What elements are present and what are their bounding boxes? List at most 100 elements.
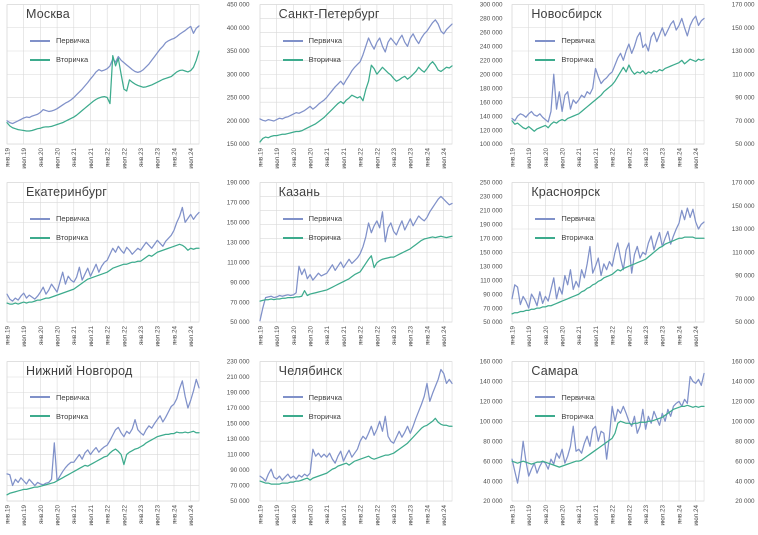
svg-text:июл.24: июл.24 [441, 504, 448, 525]
svg-text:июл.20: июл.20 [560, 148, 567, 169]
svg-text:150 000: 150 000 [732, 25, 755, 32]
legend-item-secondary: Вторичка [30, 412, 89, 421]
svg-text:90 000: 90 000 [230, 280, 250, 287]
legend-label: Вторичка [561, 411, 594, 421]
svg-text:июл.23: июл.23 [660, 504, 667, 525]
svg-text:июл.22: июл.22 [627, 326, 634, 347]
svg-text:июл.23: июл.23 [155, 504, 162, 525]
chart-canvas: 50 000 70 000 90 000 110 000 130 000 150 000 1… [4, 358, 250, 525]
svg-text:300 000: 300 000 [227, 71, 250, 78]
svg-text:220 000: 220 000 [479, 58, 502, 65]
svg-text:140 000: 140 000 [732, 378, 755, 385]
chart-canvas: 50 000 70 000 90 000 110 000 130 000 150 000 1… [4, 180, 250, 347]
legend-item-secondary: Вторичка [30, 233, 89, 242]
svg-text:янв.24: янв.24 [424, 326, 431, 345]
svg-text:янв.24: янв.24 [171, 148, 178, 167]
chart-title: Новосбирск [531, 7, 602, 21]
svg-text:140 000: 140 000 [479, 378, 502, 385]
svg-text:янв.24: янв.24 [677, 148, 684, 167]
chart-canvas: 150 000 200 000 250 000 300 000 350 000 400 0… [4, 2, 250, 169]
chart-title: Красноярск [531, 185, 601, 200]
svg-text:230 000: 230 000 [479, 194, 502, 201]
chart-canvas: 20 000 40 000 60 000 80 000 100 000 120 000 14… [510, 358, 756, 525]
svg-text:июл.19: июл.19 [21, 504, 28, 525]
svg-text:июл.22: июл.22 [121, 326, 128, 347]
svg-text:янв.23: янв.23 [391, 504, 398, 523]
chart-legend: Первичка Вторичка [535, 392, 595, 431]
svg-text:янв.23: янв.23 [138, 148, 145, 167]
chart-canvas: 50 000 70 000 90 000 110 000 130 000 150 000 1… [510, 180, 756, 347]
svg-text:июл.20: июл.20 [560, 504, 567, 525]
svg-text:июл.20: июл.20 [55, 148, 62, 169]
svg-text:июл.23: июл.23 [155, 326, 162, 347]
svg-text:110 000: 110 000 [227, 451, 250, 458]
legend-label: Вторичка [561, 233, 594, 243]
svg-text:янв.21: янв.21 [71, 504, 78, 523]
svg-text:июл.24: июл.24 [693, 148, 700, 169]
svg-text:янв.24: янв.24 [677, 326, 684, 345]
svg-text:июл.24: июл.24 [188, 326, 195, 347]
svg-text:150 000: 150 000 [227, 141, 250, 148]
svg-text:60 000: 60 000 [483, 458, 503, 465]
svg-text:280 000: 280 000 [479, 16, 502, 23]
svg-text:янв.20: янв.20 [290, 504, 297, 523]
svg-text:июл.22: июл.22 [374, 148, 381, 169]
legend-label: Вторичка [56, 411, 89, 421]
secondary-line-swatch [30, 236, 50, 239]
chart-yekaterinburg: 50 000 70 000 90 000 110 000 130 000 150 000 1… [0, 178, 253, 356]
legend-item-primary: Первичка [282, 393, 342, 402]
svg-text:70 000: 70 000 [483, 306, 503, 313]
svg-text:июл.23: июл.23 [660, 148, 667, 169]
svg-text:июл.20: июл.20 [307, 148, 314, 169]
svg-text:190 000: 190 000 [479, 222, 502, 229]
svg-text:янв.23: янв.23 [643, 504, 650, 523]
secondary-line-swatch [30, 58, 50, 61]
svg-text:июл.24: июл.24 [441, 326, 448, 347]
svg-text:янв.23: янв.23 [391, 326, 398, 345]
legend-label: Первичка [561, 214, 595, 224]
svg-text:июл.21: июл.21 [593, 326, 600, 347]
svg-text:июл.19: июл.19 [526, 326, 533, 347]
legend-item-secondary: Вторичка [282, 233, 342, 242]
svg-text:210 000: 210 000 [227, 374, 250, 381]
chart-krasnoyarsk: 50 000 70 000 90 000 110 000 130 000 150 000 1… [505, 178, 758, 356]
svg-text:70 000: 70 000 [736, 118, 756, 125]
svg-text:янв.22: янв.22 [105, 504, 112, 523]
svg-text:150 000: 150 000 [227, 420, 250, 427]
svg-text:40 000: 40 000 [483, 478, 503, 485]
legend-item-primary: Первичка [535, 392, 595, 402]
svg-text:90 000: 90 000 [230, 467, 250, 474]
svg-text:июл.21: июл.21 [88, 504, 95, 525]
svg-text:июл.21: июл.21 [88, 326, 95, 347]
svg-text:июл.20: июл.20 [307, 326, 314, 347]
svg-text:янв.20: янв.20 [543, 504, 550, 523]
svg-text:260 000: 260 000 [479, 30, 502, 37]
secondary-line-swatch [282, 236, 303, 239]
legend-item-secondary: Вторичка [282, 411, 342, 421]
svg-text:200 000: 200 000 [227, 118, 250, 125]
legend-label: Первичка [561, 392, 595, 402]
legend-item-primary: Первичка [535, 214, 595, 224]
chart-legend: Первичка Вторичка [282, 36, 342, 74]
svg-text:янв.19: янв.19 [257, 148, 264, 167]
legend-label: Вторичка [561, 55, 594, 64]
legend-item-secondary: Вторичка [535, 55, 594, 64]
chart-kazan: 50 000 70 000 90 000 110 000 130 000 150 000 1… [253, 178, 506, 356]
legend-label: Вторичка [56, 55, 89, 64]
secondary-line-swatch [282, 58, 303, 61]
svg-text:июл.23: июл.23 [660, 326, 667, 347]
svg-text:июл.24: июл.24 [693, 504, 700, 525]
legend-item-secondary: Вторичка [535, 233, 594, 242]
svg-text:июл.20: июл.20 [55, 504, 62, 525]
svg-text:300 000: 300 000 [479, 2, 502, 9]
svg-text:июл.21: июл.21 [593, 504, 600, 525]
svg-text:250 000: 250 000 [227, 95, 250, 102]
svg-text:60 000: 60 000 [736, 458, 756, 465]
svg-text:янв.22: янв.22 [610, 148, 617, 167]
svg-text:80 000: 80 000 [483, 438, 503, 445]
chart-title: Екатеринбург [26, 185, 108, 200]
legend-label: Вторичка [308, 411, 341, 421]
svg-text:июл.22: июл.22 [121, 504, 128, 525]
svg-text:июл.20: июл.20 [55, 326, 62, 347]
svg-text:250 000: 250 000 [479, 180, 502, 187]
